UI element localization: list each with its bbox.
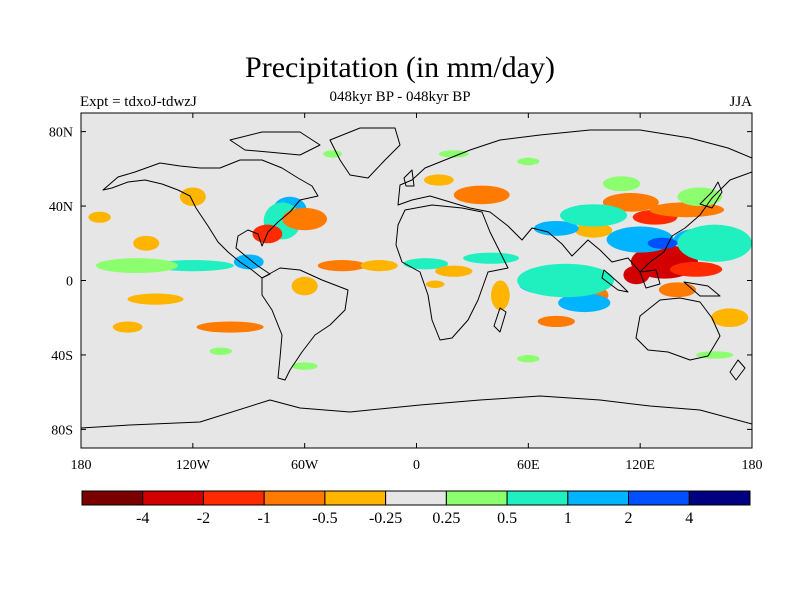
colorbar-swatch xyxy=(688,490,751,506)
anomaly-region-48 xyxy=(537,315,575,328)
anomaly-region-38 xyxy=(403,258,449,270)
colorbar-label: 1 xyxy=(564,510,572,527)
anomaly-region-24 xyxy=(282,207,328,231)
colorbar-swatch xyxy=(385,490,447,506)
coastlines xyxy=(81,127,752,429)
anomaly-region-12 xyxy=(647,237,678,249)
colorbar-label: -0.25 xyxy=(369,510,402,527)
y-tick-label: 80S xyxy=(51,423,73,438)
coast-north-america xyxy=(102,159,319,279)
colorbar-swatch xyxy=(81,490,144,506)
x-tick-label: 0 xyxy=(413,458,420,473)
map-subtitle: 048kyr BP - 048kyr BP xyxy=(329,89,471,105)
anomaly-region-16 xyxy=(677,224,752,262)
x-tick-label: 60E xyxy=(517,458,540,473)
anomaly-region-40 xyxy=(435,265,473,277)
anomaly-region-8 xyxy=(658,282,697,298)
y-tick-label: 80N xyxy=(49,126,73,141)
anomaly-region-31 xyxy=(196,321,264,333)
colorbar-label: 4 xyxy=(685,510,693,527)
colorbar: -4 -2 -1 -0.5 -0.25 0.25 0.5 1 2 4 xyxy=(81,490,751,527)
anomaly-region-4 xyxy=(649,202,725,218)
anomaly-region-44 xyxy=(423,174,454,186)
x-tick-label: 60W xyxy=(291,458,319,473)
y-tick-label: 0 xyxy=(66,275,73,290)
x-tick-label: 120E xyxy=(625,458,655,473)
coast-madagascar xyxy=(493,307,507,333)
anomaly-region-51 xyxy=(517,354,540,363)
coast-japan xyxy=(699,181,723,209)
anomaly-region-47 xyxy=(517,157,540,166)
anomaly-region-46 xyxy=(323,150,342,158)
map-axes: 180 120W 60W 0 60E 120E 180 80N 40N 0 40S 80S xyxy=(49,113,763,473)
experiment-label: Expt = tdxoJ-tdwzJ xyxy=(80,94,197,110)
coast-eurasia xyxy=(397,129,752,273)
anomaly-region-42 xyxy=(491,280,510,311)
coast-new-guinea xyxy=(683,281,721,297)
anomaly-region-39 xyxy=(463,252,520,264)
anomaly-region-49 xyxy=(88,211,111,223)
anomaly-region-19 xyxy=(677,187,723,207)
colorbar-swatch xyxy=(445,490,508,506)
anomaly-region-32 xyxy=(112,321,143,333)
colorbar-label: 0.25 xyxy=(432,510,460,527)
coast-south-america xyxy=(261,267,349,381)
coast-sumatra xyxy=(601,269,629,293)
coast-afro-eurasia xyxy=(395,204,509,341)
coast-new-zealand xyxy=(729,359,746,381)
colorbar-label: -1 xyxy=(258,510,271,527)
anomaly-region-34 xyxy=(291,276,318,296)
colorbar-label: 0.5 xyxy=(497,510,517,527)
x-tick-label: 120W xyxy=(176,458,211,473)
anomaly-region-37 xyxy=(360,260,398,272)
colorbar-label: -0.5 xyxy=(312,510,337,527)
colorbar-swatch xyxy=(142,490,204,506)
y-tick-label: 40N xyxy=(49,200,73,215)
anomaly-region-5 xyxy=(602,193,659,212)
coast-arctic-islands xyxy=(229,131,321,156)
colorbar-swatch xyxy=(506,490,569,506)
season-label: JJA xyxy=(729,94,752,110)
coast-australia xyxy=(635,297,721,361)
y-tick-label: 40S xyxy=(51,349,73,364)
map-background xyxy=(81,113,752,448)
anomaly-region-9 xyxy=(710,308,749,328)
coast-borneo xyxy=(639,269,661,289)
anomaly-region-18 xyxy=(560,204,628,227)
anomaly-region-6 xyxy=(574,222,613,238)
anomaly-region-30 xyxy=(127,293,184,305)
anomaly-region-29 xyxy=(233,254,264,270)
colorbar-swatch xyxy=(202,490,265,506)
colorbar-swatch xyxy=(324,490,387,506)
anomaly-region-45 xyxy=(438,150,469,158)
anomaly-region-17 xyxy=(517,263,615,298)
anomaly-region-36 xyxy=(317,260,367,272)
anomaly-region-33 xyxy=(209,347,232,355)
coast-uk xyxy=(403,169,415,187)
colorbar-label: -4 xyxy=(136,510,149,527)
anomaly-region-43 xyxy=(453,185,510,205)
coast-greenland xyxy=(329,127,401,179)
anomaly-region-26 xyxy=(133,235,160,251)
colorbar-swatch xyxy=(567,490,630,506)
colorbar-label: 2 xyxy=(625,510,633,527)
anomaly-region-15 xyxy=(558,293,611,313)
anomaly-region-41 xyxy=(425,280,445,288)
anomaly-region-25 xyxy=(179,187,206,207)
anomaly-region-13 xyxy=(533,220,579,236)
colorbar-label: -2 xyxy=(197,510,210,527)
anomaly-region-35 xyxy=(291,362,318,370)
colorbar-swatch xyxy=(263,490,326,506)
map-title: Precipitation (in mm/day) xyxy=(245,51,555,84)
anomaly-region-20 xyxy=(602,176,641,192)
colorbar-swatch xyxy=(628,490,690,506)
x-tick-label: 180 xyxy=(71,458,92,473)
anomaly-region-28 xyxy=(95,258,178,274)
x-tick-label: 180 xyxy=(742,458,763,473)
coast-antarctica xyxy=(81,395,752,429)
anomaly-region-2 xyxy=(669,261,723,277)
